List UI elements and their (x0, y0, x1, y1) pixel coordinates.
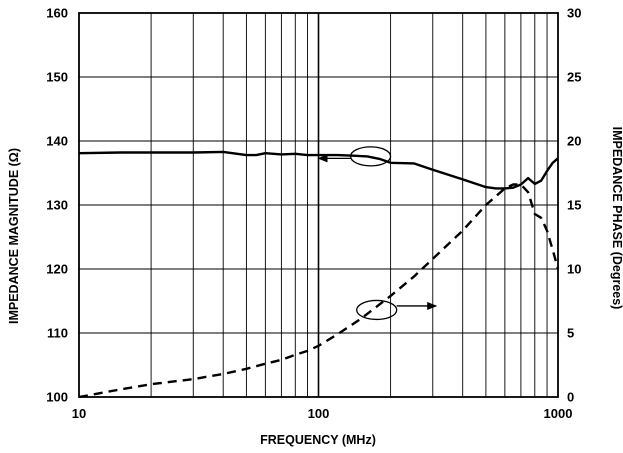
plot-frame (78, 12, 559, 398)
magnitude-series-line (78, 150, 559, 190)
right-axis-title: IMPEDANCE PHASE (Degrees) (610, 127, 623, 310)
y-right-tick-label: 15 (567, 198, 581, 213)
y-left-tick-label: 150 (46, 70, 68, 85)
x-tick-label: 100 (308, 406, 330, 421)
magnitude-callout-ellipse (349, 146, 392, 167)
y-left-tick-label: 120 (46, 262, 68, 277)
y-right-tick-label: 20 (567, 134, 581, 149)
y-right-tick-label: 25 (567, 70, 581, 85)
x-axis-title: FREQUENCY (MHz) (260, 433, 376, 447)
y-right-tick-label: 0 (567, 390, 574, 405)
series-group (78, 150, 560, 399)
y-left-tick-label: 140 (46, 134, 68, 149)
y-right-tick-label: 10 (567, 262, 581, 277)
y-left-tick-label: 110 (47, 326, 68, 341)
y-left-tick-label: 100 (46, 390, 68, 405)
right-tick-labels: 0 5 10 15 20 25 30 (567, 6, 581, 405)
annotations (317, 146, 438, 321)
left-axis-title: IMPEDANCE MAGNITUDE (Ω) (7, 148, 21, 324)
x-tick-label: 10 (72, 406, 86, 421)
x-tick-labels: 10 100 1000 (72, 406, 573, 421)
y-right-tick-label: 5 (567, 326, 574, 341)
left-tick-labels: 100 110 120 130 140 150 160 (46, 6, 68, 405)
phase-series-line (78, 183, 560, 399)
y-left-tick-label: 130 (46, 198, 68, 213)
x-tick-label: 1000 (544, 406, 573, 421)
y-right-tick-label: 30 (567, 6, 581, 21)
y-left-tick-label: 160 (46, 6, 68, 21)
phase-callout-ellipse (356, 299, 398, 321)
